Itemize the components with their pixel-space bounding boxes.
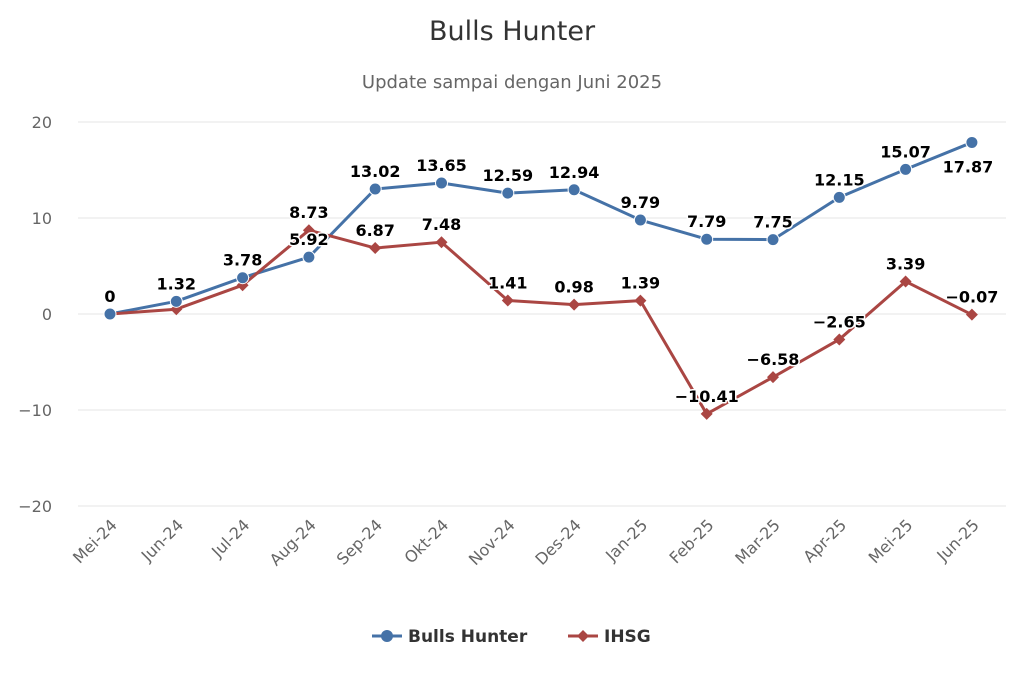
data-point[interactable] — [302, 224, 315, 237]
data-label: 5.92 — [289, 230, 328, 249]
y-tick-label: 20 — [32, 113, 52, 132]
grid-lines — [78, 121, 1006, 507]
data-label: 1.39 — [621, 274, 660, 293]
data-point[interactable] — [700, 407, 713, 420]
series-line — [109, 228, 973, 416]
y-tick-label: 0 — [42, 305, 52, 324]
data-label: 12.94 — [549, 163, 600, 182]
data-point[interactable] — [368, 182, 382, 196]
x-axis-ticks: Mei-24 Jun-24 Jul-24 Aug-24 Sep-24 Okt-24 Nov-… — [69, 515, 983, 569]
data-point[interactable] — [899, 162, 913, 176]
data-label: 6.87 — [355, 221, 394, 240]
data-point[interactable] — [767, 371, 779, 384]
x-tick-label: Aug-24 — [266, 515, 320, 569]
y-axis-ticks: 20 10 0 −10 −20 — [18, 113, 52, 516]
y-tick-label: −10 — [18, 401, 52, 420]
x-tick-label: Apr-25 — [799, 515, 850, 566]
x-tick-label: Des-24 — [531, 515, 584, 568]
chart-subtitle: Update sampai dengan Juni 2025 — [362, 72, 662, 93]
data-label: 0 — [104, 287, 115, 306]
data-point[interactable] — [567, 183, 581, 197]
legend-item[interactable]: IHSG — [568, 627, 651, 647]
data-point[interactable] — [700, 232, 714, 246]
data-label: −10.41 — [675, 387, 739, 406]
data-point[interactable] — [501, 186, 515, 200]
data-point[interactable] — [169, 294, 183, 308]
data-point[interactable] — [633, 213, 647, 227]
x-tick-label: Jun-25 — [932, 515, 982, 565]
data-label: 12.15 — [814, 170, 865, 189]
data-point[interactable] — [832, 190, 846, 204]
x-tick-label: Jun-24 — [137, 515, 187, 565]
data-point[interactable] — [103, 307, 117, 321]
x-tick-label: Mei-25 — [865, 515, 917, 567]
x-tick-label: Jan-25 — [601, 515, 651, 565]
data-label: 7.75 — [753, 213, 792, 232]
data-point[interactable] — [236, 271, 250, 285]
series-lines — [103, 135, 979, 420]
x-tick-label: Sep-24 — [333, 515, 386, 568]
x-tick-label: Jul-24 — [207, 515, 253, 561]
data-label: 7.48 — [422, 215, 461, 234]
data-label: 1.41 — [488, 273, 527, 292]
data-point[interactable] — [369, 242, 382, 255]
data-point[interactable] — [899, 275, 912, 288]
x-tick-label: Nov-24 — [465, 515, 519, 569]
y-tick-label: −20 — [18, 497, 52, 516]
data-label: −6.58 — [747, 350, 800, 369]
data-point[interactable] — [634, 294, 647, 307]
data-point[interactable] — [965, 135, 979, 149]
legend-marker — [577, 630, 589, 642]
x-tick-label: Okt-24 — [401, 515, 453, 567]
y-tick-label: 10 — [32, 209, 52, 228]
data-point[interactable] — [568, 298, 581, 311]
x-tick-label: Feb-25 — [666, 515, 718, 567]
data-point[interactable] — [302, 250, 316, 264]
data-label: 3.78 — [223, 251, 262, 270]
data-label: 12.59 — [482, 166, 533, 185]
data-labels: 0 1.32 3.78 5.92 13.02 13.65 12.59 12.94 9.79 7.7… — [103, 141, 1000, 408]
data-point[interactable] — [833, 333, 846, 346]
legend[interactable]: Bulls Hunter IHSG — [372, 627, 651, 647]
data-label: 3.39 — [886, 254, 925, 273]
data-point[interactable] — [435, 176, 448, 190]
data-label: 0.98 — [554, 278, 593, 297]
data-label: 15.07 — [880, 142, 931, 161]
legend-marker — [381, 630, 393, 642]
data-label: 13.02 — [350, 162, 401, 181]
chart-title: Bulls Hunter — [429, 16, 596, 47]
data-point[interactable] — [501, 294, 514, 307]
data-point[interactable] — [766, 233, 780, 247]
data-label: 7.79 — [687, 212, 726, 231]
legend-label: IHSG — [604, 627, 651, 647]
legend-label: Bulls Hunter — [408, 627, 528, 647]
data-label: 9.79 — [621, 193, 660, 212]
data-point[interactable] — [435, 236, 448, 249]
data-label: 8.73 — [289, 203, 328, 222]
x-tick-label: Mei-24 — [69, 515, 121, 567]
data-label: −0.07 — [945, 288, 998, 307]
legend-item[interactable]: Bulls Hunter — [372, 627, 528, 647]
data-point[interactable] — [965, 308, 978, 321]
x-tick-label: Mar-25 — [731, 515, 784, 568]
data-label: −2.65 — [813, 312, 866, 331]
series-line — [109, 141, 973, 316]
data-label: 13.65 — [416, 156, 467, 175]
data-label: 1.32 — [157, 274, 196, 293]
data-label: 17.87 — [943, 157, 994, 176]
